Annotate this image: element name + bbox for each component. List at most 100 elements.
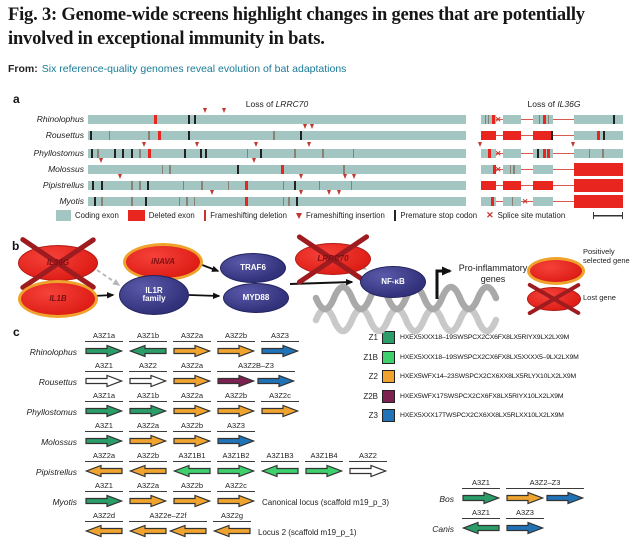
splice-site-x-icon: ✕ [495,164,502,174]
node-label: IL1R family [142,285,166,303]
deletion-mark [596,131,600,140]
frameshift-mark [513,165,515,174]
gene-arrow [213,524,251,538]
exon [574,163,623,176]
species-label-rhinolophus: Rhinolophus [36,114,84,124]
lrrc70-gene-bar [88,174,466,190]
splice-site-x-icon: ✕ [486,210,494,220]
frameshift-mark [273,131,275,140]
arrow-row [173,494,211,508]
gene-label: A3Z1 [85,421,123,432]
node-label: TRAF6 [240,262,266,272]
gene-group: A3Z1b [129,391,167,418]
z-key-label: Z2 [368,372,378,382]
arrow-row [261,464,299,478]
gene-arrow [217,344,255,358]
gene-arrow [217,464,255,478]
legend-item-coding: Coding exon [56,210,119,221]
legend-label: Deleted exon [148,211,195,220]
lrrc70-gene-bar [88,108,466,124]
gene-arrow-shape [506,491,544,505]
gene-arrow [217,434,255,448]
stop-codon-mark [299,131,302,140]
coding-exon-swatch-icon [56,210,71,221]
gene-arrow-shape [85,404,123,418]
gene-arrow [129,374,167,388]
insertion-mark [299,190,304,195]
gene-arrow [85,404,123,418]
stop-codon-mark [537,149,540,158]
insertion-mark [302,124,307,129]
gene-arrow [257,374,295,388]
exon [481,197,496,206]
splice-site-x-icon: ✕ [495,114,502,124]
exon [533,181,553,190]
frameshift-mark [282,181,285,190]
gene-arrow [173,434,211,448]
gene-label: A3Z2b [129,451,167,462]
stop-codon-mark [122,149,125,158]
gene-arrow-shape [173,404,211,418]
gene-label: A3Z1a [85,391,123,402]
frameshift-mark [139,181,141,190]
gene-label: A3Z3 [261,331,299,342]
arrow-row [85,434,123,448]
pathway-node-il36g: IL36G [18,235,98,291]
stop-codon-mark [93,197,96,206]
legend-label: Frameshifting deletion [210,211,287,220]
exon [481,115,496,124]
stop-codon-mark [184,149,187,158]
il36g-gene-structure: ✕ [478,142,628,162]
panel-a-legend: Coding exon Deleted exon Frameshifting del… [56,210,565,221]
gene-label: A3Z2B–Z3 [217,361,295,372]
stop-codon-mark [603,131,606,140]
gene-arrow [261,344,299,358]
source-article-link[interactable]: Six reference-quality genomes reveal evo… [41,63,347,75]
gene-arrow [217,374,255,388]
gene-group: A3Z1 [462,478,500,505]
gene-arrow [85,464,123,478]
gene-arrow [85,524,123,538]
gene-label: A3Z2a [173,361,211,372]
lrrc70-gene-name: LRRC70 [275,99,309,109]
pro-inflammatory-genes-label: Pro-inflammatory genes [458,263,528,284]
exon [481,181,496,190]
gene-label: A3Z2a [85,451,123,462]
insertion-mark [98,158,103,163]
gene-label: A3Z2 [129,361,167,372]
gene-arrow-shape [129,524,167,538]
deletion-mark [543,115,547,124]
z-color-swatch-icon [382,389,395,403]
gene-group: A3Z2b [217,331,255,358]
arrow-row [217,404,255,418]
il36g-gene-structure: ✕ [478,111,628,128]
pathway-node-inava: iNAVA [123,243,203,281]
legend-item-deleted: Deleted exon [127,210,195,221]
frameshift-mark [97,149,99,158]
frameshift-mark [350,181,353,190]
frameshift-mark [108,131,111,140]
frameshift-mark [294,149,296,158]
stop-codon-mark [199,149,202,158]
gene-arrow [173,494,211,508]
frameshift-mark [131,197,133,206]
stop-codon-mark [91,181,94,190]
gene-arrow-shape [169,524,207,538]
legend-lost-gene-icon [526,282,582,316]
gene-group: A3Z2–Z3 [506,478,584,505]
frameshift-mark [161,165,164,174]
il36g-gene-structure [478,177,628,194]
gene-arrow-shape [173,344,211,358]
il36g-gene-structure [478,127,628,144]
insertion-mark [327,190,332,195]
gene-arrow-shape [129,434,167,448]
arrow-row [129,524,207,538]
gene-group: A3Z2a [85,451,123,478]
gene-arrow [129,464,167,478]
pathway-node-lrrc70: LRRC70 [295,232,371,286]
splice-site-x-icon: ✕ [522,196,529,206]
species-label-rousettus: Rousettus [45,130,84,140]
gene-label: A3Z2c [261,391,299,402]
pathway-node-nfkb: NF-κB [360,266,426,298]
arrow-row [129,344,167,358]
